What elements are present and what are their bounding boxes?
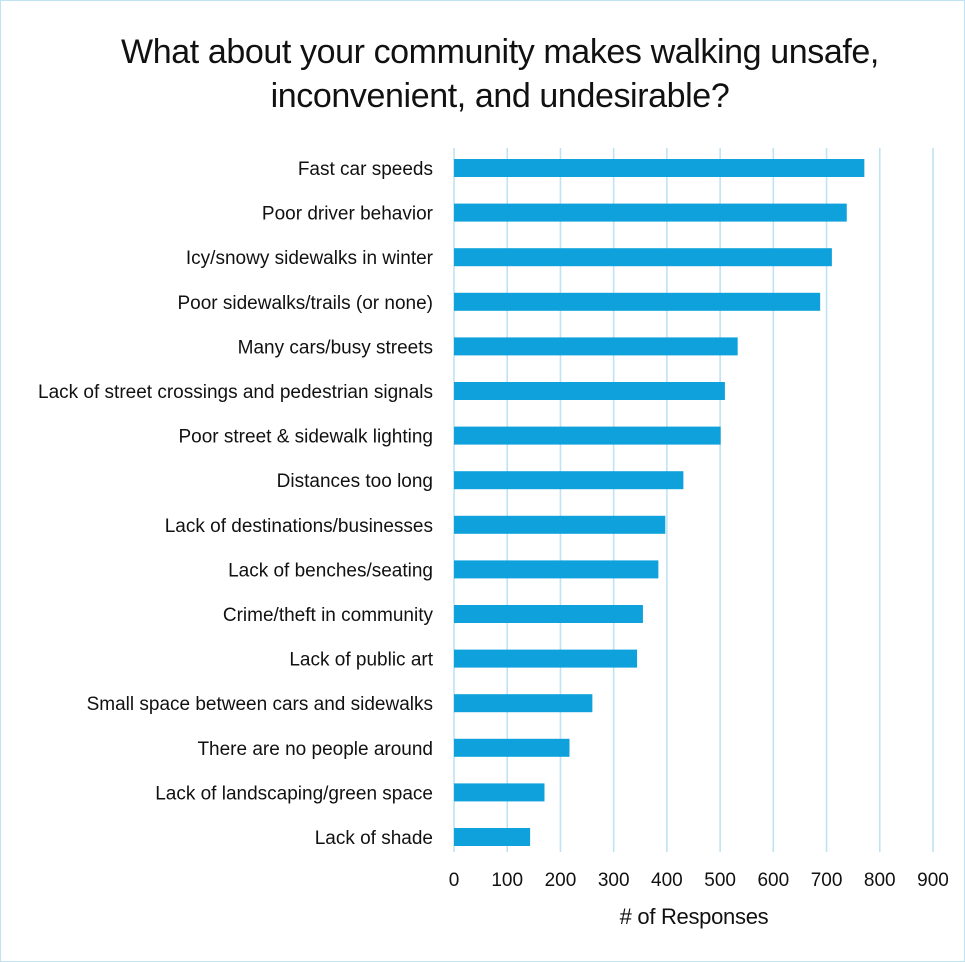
bar xyxy=(454,426,721,445)
bar xyxy=(454,783,545,802)
x-tick-label: 800 xyxy=(864,870,896,891)
bar xyxy=(454,560,659,579)
category-label: Lack of street crossings and pedestrian … xyxy=(38,382,433,403)
x-tick-label: 200 xyxy=(545,870,577,891)
category-label: Fast car speeds xyxy=(298,159,433,180)
category-label: There are no people around xyxy=(197,739,433,760)
bar xyxy=(454,471,684,490)
x-tick-label: 900 xyxy=(917,870,949,891)
category-label: Small space between cars and sidewalks xyxy=(87,694,433,715)
x-tick-label: 700 xyxy=(811,870,843,891)
bar xyxy=(454,605,643,623)
category-label: Many cars/busy streets xyxy=(238,337,433,358)
bar xyxy=(454,738,570,757)
category-label: Poor driver behavior xyxy=(262,204,434,225)
x-tick-label: 0 xyxy=(449,870,460,891)
x-tick-label: 500 xyxy=(704,870,736,891)
category-label: Icy/snowy sidewalks in winter xyxy=(186,248,434,269)
x-axis-label: # of Responses xyxy=(619,904,769,929)
chart-title: What about your community makes walking … xyxy=(121,33,879,115)
category-label: Lack of landscaping/green space xyxy=(155,783,433,804)
bar xyxy=(454,828,531,846)
category-label: Lack of shade xyxy=(315,828,433,849)
bar xyxy=(454,203,847,222)
x-tick-labels: 0 100 200 300 400 500 600 700 800 900 xyxy=(449,870,949,891)
bar xyxy=(454,694,593,713)
x-tick-label: 600 xyxy=(757,870,789,891)
category-label: Lack of public art xyxy=(289,650,433,671)
bar xyxy=(454,382,725,400)
bar xyxy=(454,649,638,668)
x-tick-label: 100 xyxy=(491,870,523,891)
category-label: Lack of destinations/businesses xyxy=(165,516,433,537)
category-label: Distances too long xyxy=(277,471,433,492)
category-labels: Fast car speeds Poor driver behavior Icy/s… xyxy=(38,159,434,849)
category-label: Poor street & sidewalk lighting xyxy=(178,427,433,448)
category-label: Lack of benches/seating xyxy=(228,560,433,581)
category-label: Poor sidewalks/trails (or none) xyxy=(177,293,433,314)
x-tick-label: 300 xyxy=(598,870,630,891)
bar xyxy=(454,159,865,177)
category-label: Crime/theft in community xyxy=(223,605,434,626)
bar xyxy=(454,515,666,534)
x-tick-label: 400 xyxy=(651,870,683,891)
bar xyxy=(454,248,832,267)
bars xyxy=(454,159,865,846)
bar xyxy=(454,292,821,311)
bar xyxy=(454,337,738,356)
